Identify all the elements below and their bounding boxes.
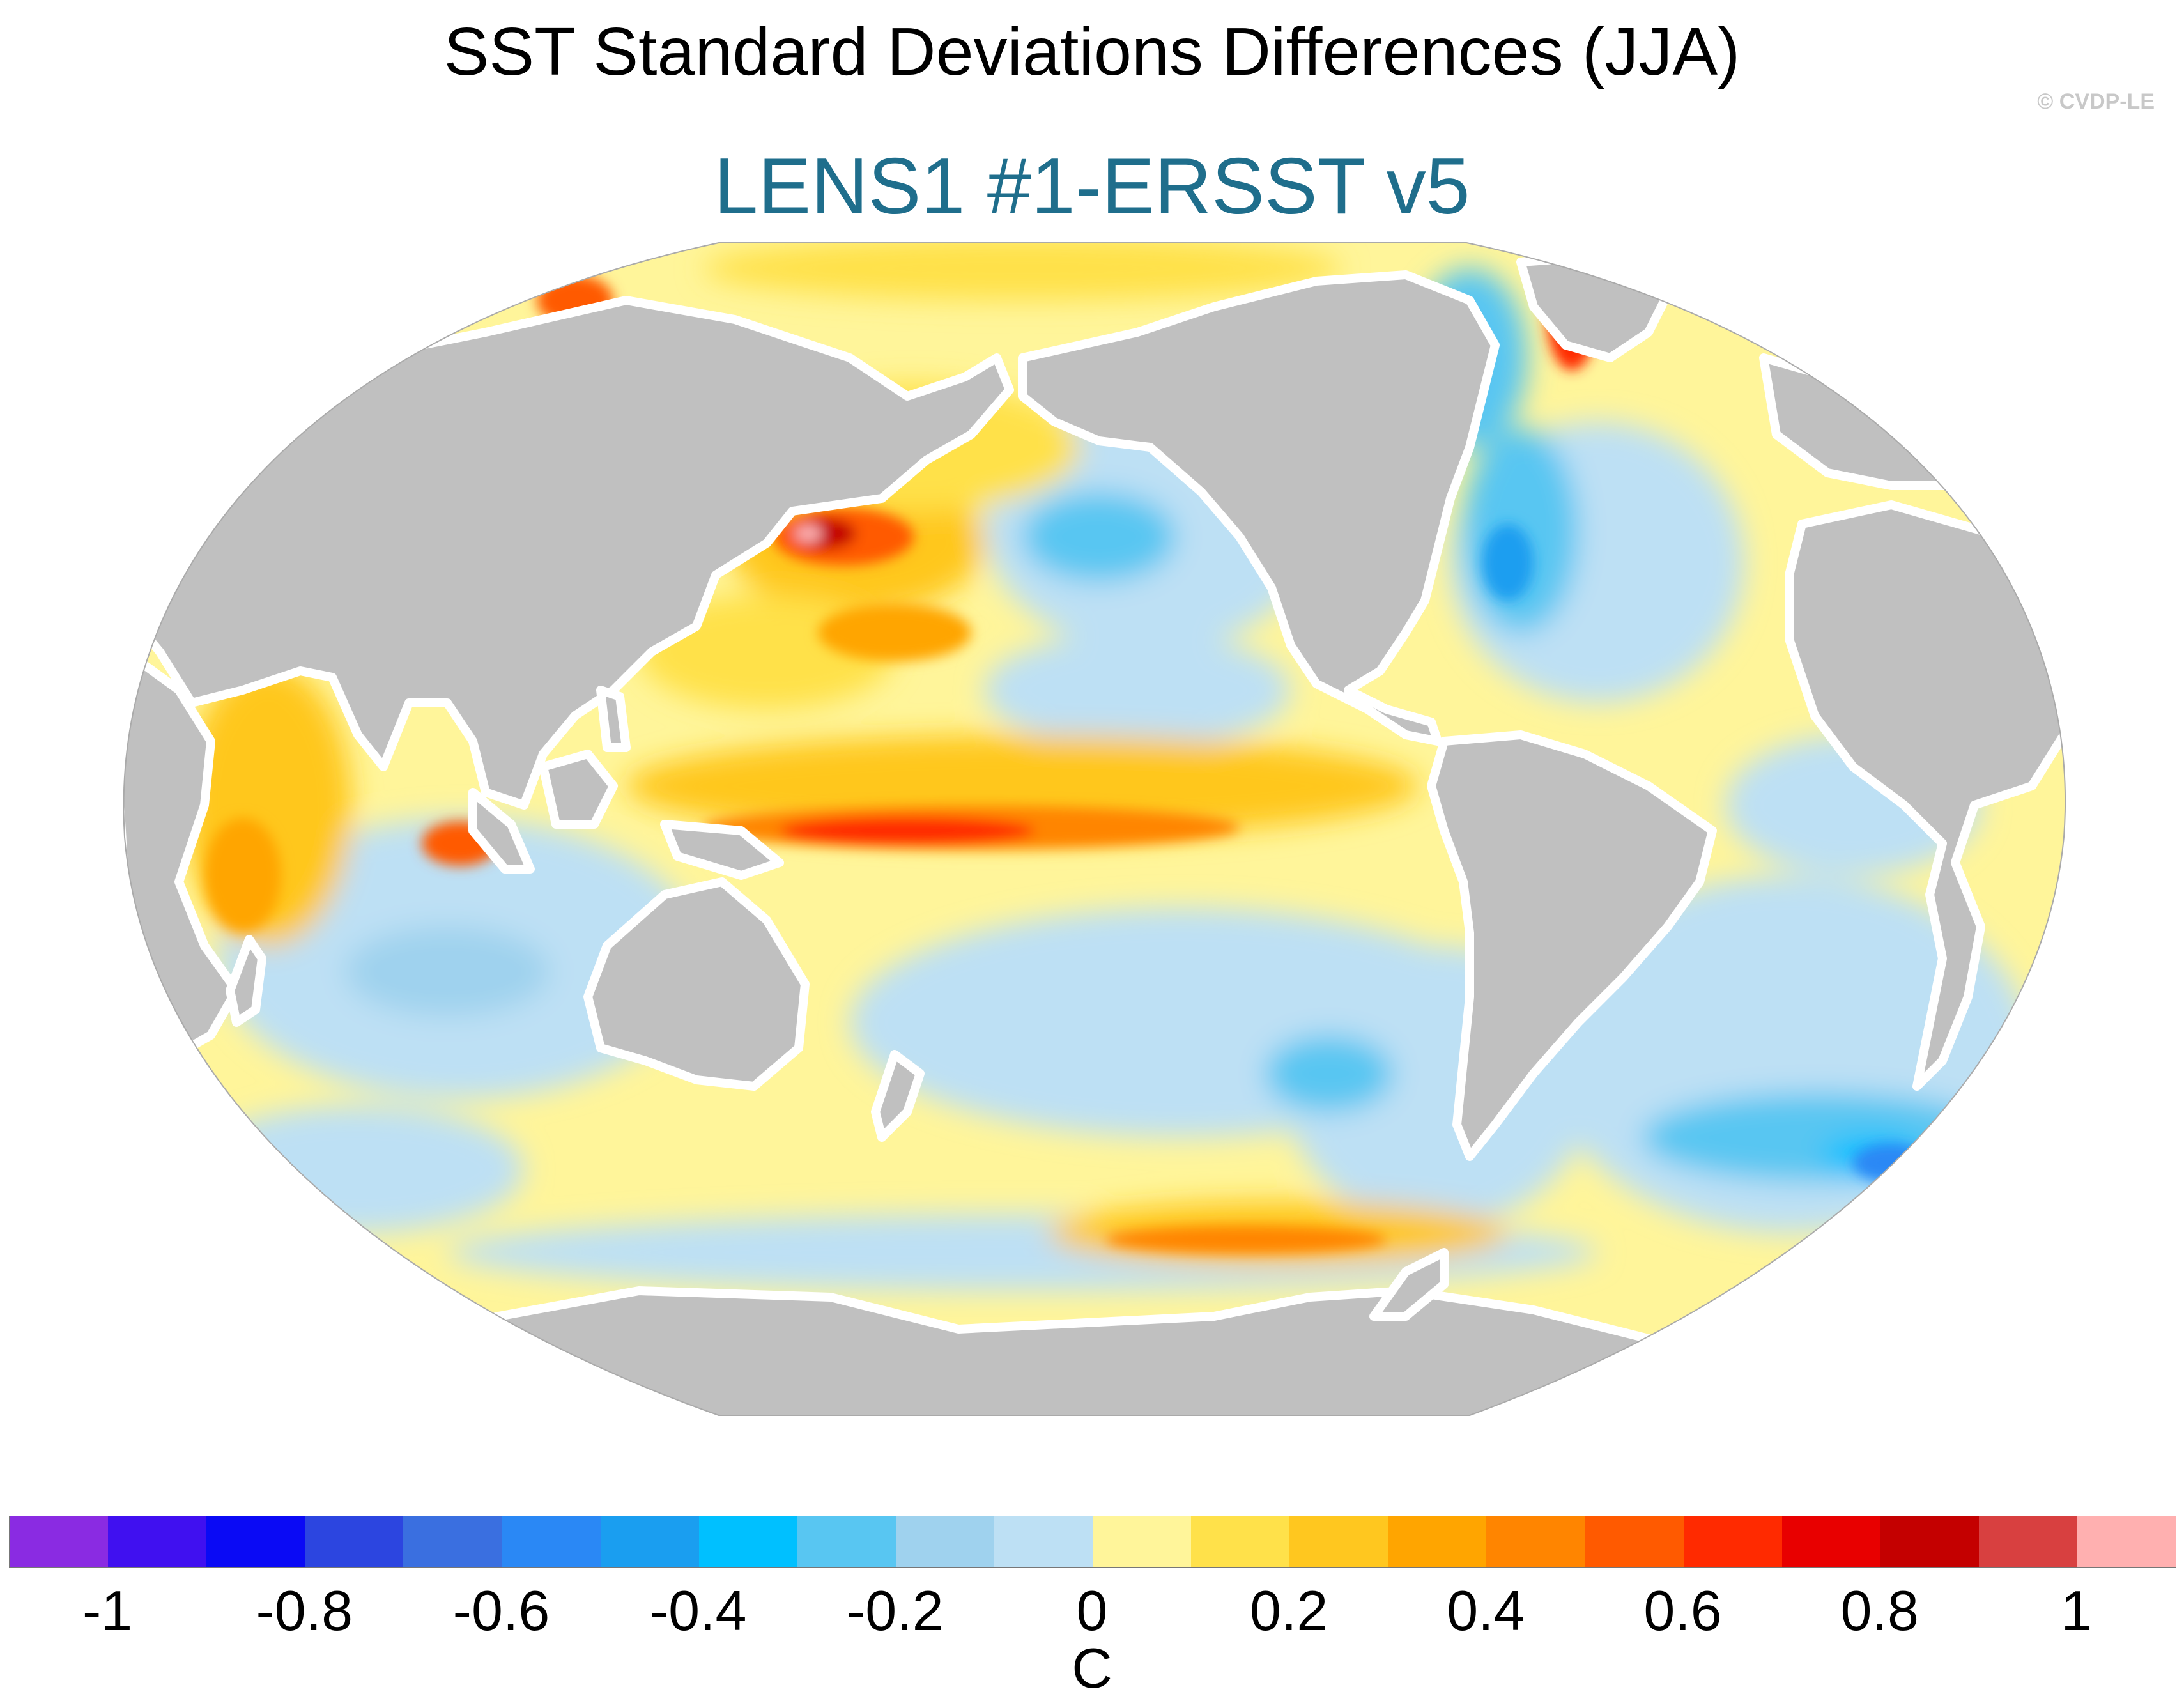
anomaly-arctic xyxy=(703,243,1342,300)
credit-watermark: © CVDP-LE xyxy=(2037,89,2155,114)
colorbar-tick-label: 0.8 xyxy=(1840,1579,1919,1642)
world-map xyxy=(123,242,2066,1416)
chart-subtitle: LENS1 #1-ERSST v5 xyxy=(714,142,1470,231)
colorbar-tick-label: 0.6 xyxy=(1643,1579,1722,1642)
land-madagascar xyxy=(226,935,266,1027)
colorbar-swatch xyxy=(895,1516,994,1567)
colorbar-swatch xyxy=(1486,1516,1585,1567)
colorbar-swatch xyxy=(206,1516,305,1567)
land-north-america xyxy=(1018,270,1500,746)
colorbar-swatch xyxy=(1388,1516,1487,1567)
colorbar-units: C xyxy=(1072,1636,1112,1700)
anomaly-so-sw xyxy=(192,1105,524,1233)
anomaly-so-red xyxy=(1105,1226,1387,1254)
colorbar-tick-label: -0.6 xyxy=(452,1579,550,1642)
land-borneo xyxy=(539,750,618,829)
colorbar-swatch xyxy=(1585,1516,1684,1567)
land-asia xyxy=(123,296,1014,810)
colorbar-swatch xyxy=(10,1516,109,1567)
colorbar-swatch xyxy=(698,1516,797,1567)
land-antarctic-peninsula xyxy=(1369,1248,1449,1321)
anomaly-np-core xyxy=(1022,492,1176,581)
colorbar-tick-label: 0 xyxy=(1076,1579,1108,1642)
land-new-zealand xyxy=(871,1050,925,1142)
anomaly-pac-mid xyxy=(984,633,1291,748)
anomaly-eq-hot xyxy=(780,817,1035,845)
colorbar-tick-label: -0.4 xyxy=(649,1579,747,1642)
anomaly-sind-core xyxy=(345,927,550,1016)
colorbar-swatch xyxy=(1880,1516,1979,1567)
land-south-america xyxy=(1427,730,1717,1161)
land-sumatra xyxy=(468,788,535,874)
anomaly-sa-blue xyxy=(1853,1144,1930,1182)
anomaly-ep-core xyxy=(1265,1035,1393,1112)
colorbar-tick-label: 1 xyxy=(2061,1579,2093,1642)
anomaly-kuro-peak xyxy=(794,525,822,543)
land-new-guinea xyxy=(660,820,784,880)
map-border xyxy=(123,242,2066,1416)
colorbar-swatch xyxy=(1093,1516,1192,1567)
land-antarctica xyxy=(187,1286,1985,1415)
colorbar-tick-label: -0.2 xyxy=(846,1579,944,1642)
colorbar-swatch xyxy=(1781,1516,1880,1567)
colorbar-swatch xyxy=(2077,1516,2176,1567)
colorbar-swatch xyxy=(600,1516,699,1567)
colorbar-tick-label: 0.2 xyxy=(1250,1579,1328,1642)
colorbar-swatch xyxy=(403,1516,502,1567)
chart-title: SST Standard Deviations Differences (JJA… xyxy=(443,14,1741,89)
colorbar-tick-label: -1 xyxy=(82,1579,133,1642)
colorbar-swatch xyxy=(305,1516,404,1567)
colorbar-swatch xyxy=(1191,1516,1290,1567)
colorbar-swatch xyxy=(994,1516,1093,1567)
anomaly-np-orange xyxy=(818,604,971,661)
colorbar-swatch xyxy=(1683,1516,1782,1567)
anomaly-arab-core xyxy=(204,818,281,933)
land-australia xyxy=(583,877,810,1091)
land-philippines xyxy=(596,686,631,752)
colorbar-swatch xyxy=(502,1516,601,1567)
colorbar-swatch xyxy=(108,1516,207,1567)
colorbar-swatch xyxy=(1978,1516,2077,1567)
anomaly-gs-blue xyxy=(1482,524,1534,601)
colorbar-tick-label: 0.4 xyxy=(1447,1579,1525,1642)
colorbar-swatch xyxy=(1289,1516,1388,1567)
colorbar-swatch xyxy=(797,1516,896,1567)
colorbar xyxy=(9,1516,2176,1568)
colorbar-tick-label: -0.8 xyxy=(256,1579,353,1642)
